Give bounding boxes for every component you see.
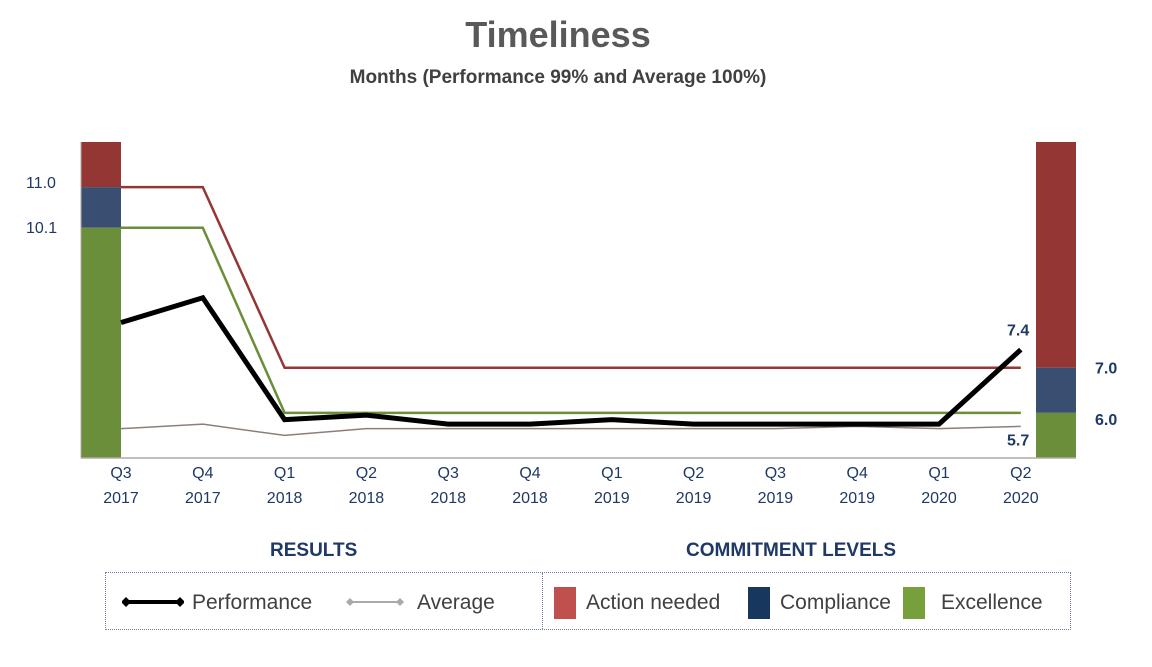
compliance-swatch — [748, 587, 770, 619]
results-heading: RESULTS — [270, 540, 358, 561]
action-needed-swatch — [554, 587, 576, 619]
left-label-action: 11.0 — [26, 175, 56, 192]
x-tick-label: Q2 — [1010, 465, 1031, 482]
x-tick-label: 2019 — [594, 490, 630, 507]
x-tick-label: Q4 — [847, 465, 868, 482]
performance-end-label: 7.4 — [1007, 323, 1029, 340]
right-band-action — [1036, 142, 1076, 368]
right-label-action: 7.0 — [1095, 361, 1117, 378]
x-tick-label: 2020 — [921, 490, 957, 507]
x-tick-label: Q2 — [356, 465, 377, 482]
chart-title: Timeliness — [465, 14, 651, 55]
excellence-threshold-line — [121, 226, 1021, 415]
x-tick-label: 2018 — [267, 490, 303, 507]
right-label-excellence: 6.0 — [1095, 412, 1117, 429]
x-tick-label: 2017 — [185, 490, 221, 507]
legend-performance-label: Performance — [192, 591, 313, 614]
x-tick-label: 2018 — [512, 490, 548, 507]
performance-line — [120, 294, 1023, 427]
right-band-excellence — [1036, 412, 1076, 458]
legend-excellence-label: Excellence — [941, 591, 1043, 614]
average-end-label: 5.7 — [1007, 432, 1029, 449]
average-line — [120, 423, 1021, 437]
left-band-action — [81, 142, 121, 188]
x-tick-label: Q3 — [438, 465, 459, 482]
average-legend-icon — [346, 598, 404, 606]
legend-action-needed-label: Action needed — [586, 591, 721, 614]
x-tick-label: 2019 — [758, 490, 794, 507]
excellence-swatch — [903, 587, 925, 619]
commitment-levels-heading: COMMITMENT LEVELS — [686, 540, 897, 561]
left-label-excellence: 10.1 — [26, 220, 57, 237]
legend-average-label: Average — [417, 591, 495, 614]
performance-legend-icon — [122, 597, 184, 607]
left-band-compliance — [81, 187, 121, 228]
x-tick-label: 2018 — [430, 490, 466, 507]
legend: Performance Average Action needed Compli… — [105, 572, 1071, 630]
x-tick-label: Q3 — [110, 465, 131, 482]
right-band-compliance — [1036, 367, 1076, 413]
x-tick-label: Q4 — [519, 465, 540, 482]
x-tick-label: 2019 — [676, 490, 712, 507]
x-tick-label: Q1 — [928, 465, 949, 482]
x-tick-label: 2019 — [839, 490, 875, 507]
x-tick-label: Q4 — [192, 465, 213, 482]
x-tick-label: Q1 — [601, 465, 622, 482]
x-tick-label: Q2 — [683, 465, 704, 482]
legend-divider — [542, 573, 543, 629]
x-tick-label: Q1 — [274, 465, 295, 482]
x-tick-label: 2017 — [103, 490, 139, 507]
chart-plot: Q3 2017 Q4 2017 Q1 2018 Q2 2018 Q3 2018 Q4 2018 Q1 20… — [26, 142, 1117, 507]
x-tick-label: Q3 — [765, 465, 786, 482]
chart-subtitle: Months (Performance 99% and Average 100%… — [349, 67, 767, 88]
action-needed-threshold-line — [121, 185, 1021, 369]
legend-compliance-label: Compliance — [780, 591, 891, 614]
x-tick-label: 2020 — [1003, 490, 1039, 507]
left-band-excellence — [81, 227, 121, 458]
x-tick-label: 2018 — [349, 490, 385, 507]
